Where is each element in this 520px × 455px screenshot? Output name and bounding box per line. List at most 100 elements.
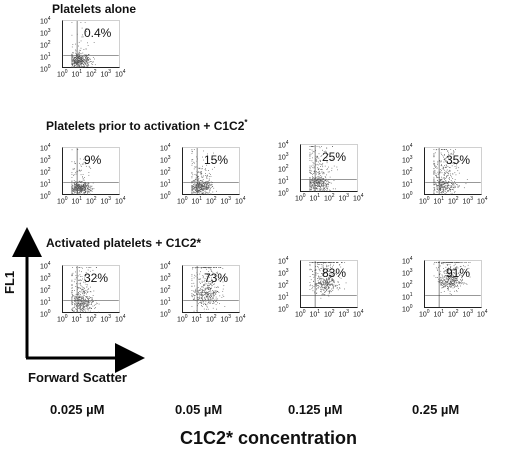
data-point <box>79 60 81 62</box>
data-point <box>75 163 77 165</box>
data-point <box>206 288 208 289</box>
data-point <box>315 155 317 157</box>
data-point <box>459 160 460 162</box>
data-point <box>87 291 89 293</box>
data-point <box>200 191 201 193</box>
data-point <box>84 186 86 187</box>
data-point <box>440 165 442 167</box>
data-point <box>86 303 88 305</box>
data-point <box>76 183 78 185</box>
data-point <box>445 277 447 279</box>
data-point <box>315 187 317 188</box>
data-point <box>195 290 197 292</box>
data-point <box>79 188 80 189</box>
data-point <box>209 293 210 294</box>
data-point <box>74 305 76 307</box>
data-point <box>78 60 79 61</box>
data-point <box>92 61 94 63</box>
data-point <box>204 181 206 183</box>
data-point <box>215 279 217 281</box>
data-point <box>84 187 86 189</box>
concentration-label-3: 0.25 µM <box>412 402 460 417</box>
data-point <box>71 185 73 187</box>
data-point <box>76 297 78 298</box>
data-point <box>84 190 86 192</box>
data-point <box>73 295 75 297</box>
data-point <box>312 180 314 182</box>
data-point <box>331 280 333 281</box>
data-point <box>316 161 318 162</box>
data-point <box>309 177 311 178</box>
data-point <box>438 182 439 184</box>
data-point <box>318 184 319 186</box>
data-point <box>444 283 445 285</box>
data-point <box>333 280 334 282</box>
data-point <box>450 185 452 186</box>
data-point <box>322 293 324 294</box>
data-point <box>320 187 321 188</box>
data-point <box>206 182 208 184</box>
data-point <box>329 276 331 278</box>
data-point <box>209 294 211 296</box>
data-point <box>201 184 203 186</box>
data-point <box>209 193 211 195</box>
data-point <box>330 190 331 192</box>
data-point <box>320 291 322 293</box>
data-point <box>333 284 335 286</box>
data-point <box>330 182 332 184</box>
data-point <box>314 181 316 183</box>
data-point <box>87 187 88 189</box>
data-point <box>77 297 79 299</box>
data-point <box>80 190 82 192</box>
data-point <box>196 166 198 168</box>
data-point <box>82 174 84 175</box>
data-point <box>435 276 437 278</box>
data-point <box>77 59 79 60</box>
data-point <box>76 170 78 172</box>
data-point <box>452 287 454 289</box>
data-point <box>332 279 334 280</box>
data-point <box>453 280 455 282</box>
data-point <box>81 298 83 300</box>
data-point <box>444 158 446 160</box>
data-point <box>80 305 82 306</box>
data-point <box>197 181 198 183</box>
data-point <box>194 179 196 181</box>
data-point <box>200 184 202 185</box>
data-point <box>208 187 209 188</box>
data-point <box>83 191 85 193</box>
data-point <box>309 262 311 263</box>
data-point <box>82 293 83 295</box>
data-point <box>73 60 75 61</box>
data-point <box>86 193 88 195</box>
data-point <box>314 291 316 293</box>
data-point <box>444 262 445 263</box>
data-point <box>316 187 318 189</box>
data-point <box>202 190 204 192</box>
data-point <box>325 285 327 287</box>
data-point <box>85 300 87 302</box>
data-point <box>208 193 209 195</box>
data-point <box>312 162 314 163</box>
data-point <box>436 268 438 270</box>
data-point <box>73 61 75 63</box>
data-point <box>73 64 75 66</box>
data-point <box>95 304 97 305</box>
data-point <box>450 152 452 154</box>
data-point <box>332 284 334 286</box>
data-point <box>315 150 316 151</box>
data-point <box>312 146 313 147</box>
data-point <box>454 166 456 167</box>
data-point <box>314 284 316 286</box>
data-point <box>456 166 458 168</box>
data-point <box>80 187 82 189</box>
data-point <box>445 192 447 194</box>
data-point <box>193 183 195 185</box>
data-point <box>440 283 441 285</box>
data-point <box>451 262 453 263</box>
data-point <box>326 181 328 183</box>
data-point <box>323 181 325 183</box>
data-point <box>202 287 204 289</box>
data-point <box>455 282 457 284</box>
data-point <box>73 180 75 181</box>
